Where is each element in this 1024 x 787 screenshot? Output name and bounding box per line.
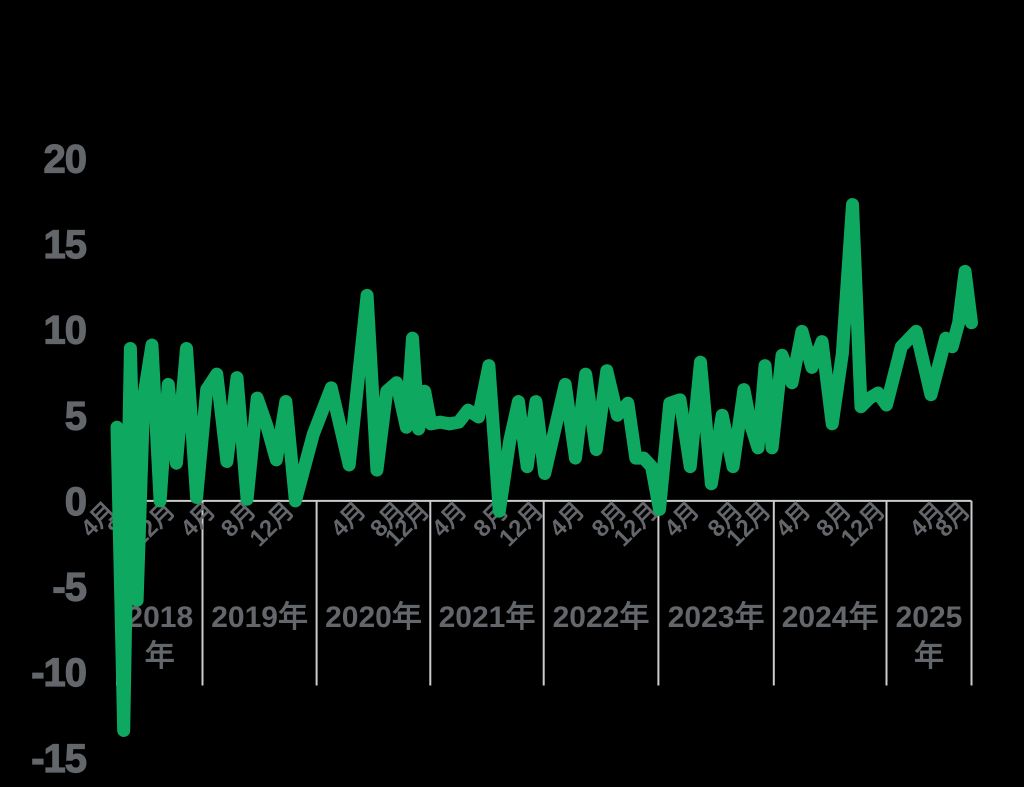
svg-text:15: 15 — [44, 223, 87, 267]
svg-text:2022年: 2022年 — [553, 601, 650, 634]
svg-text:2019年: 2019年 — [211, 601, 308, 634]
svg-text:2020年: 2020年 — [325, 601, 422, 634]
svg-text:2025: 2025 — [896, 601, 963, 634]
svg-text:-15: -15 — [31, 737, 87, 781]
svg-text:2021年: 2021年 — [439, 601, 536, 634]
svg-text:10: 10 — [44, 309, 87, 353]
svg-text:5: 5 — [65, 394, 87, 438]
svg-text:年: 年 — [145, 640, 175, 673]
svg-text:年: 年 — [914, 640, 944, 673]
svg-text:2024年: 2024年 — [782, 601, 879, 634]
svg-text:-10: -10 — [31, 651, 86, 695]
svg-text:2023年: 2023年 — [668, 601, 765, 634]
svg-text:20: 20 — [44, 137, 87, 181]
svg-text:-5: -5 — [52, 566, 86, 610]
